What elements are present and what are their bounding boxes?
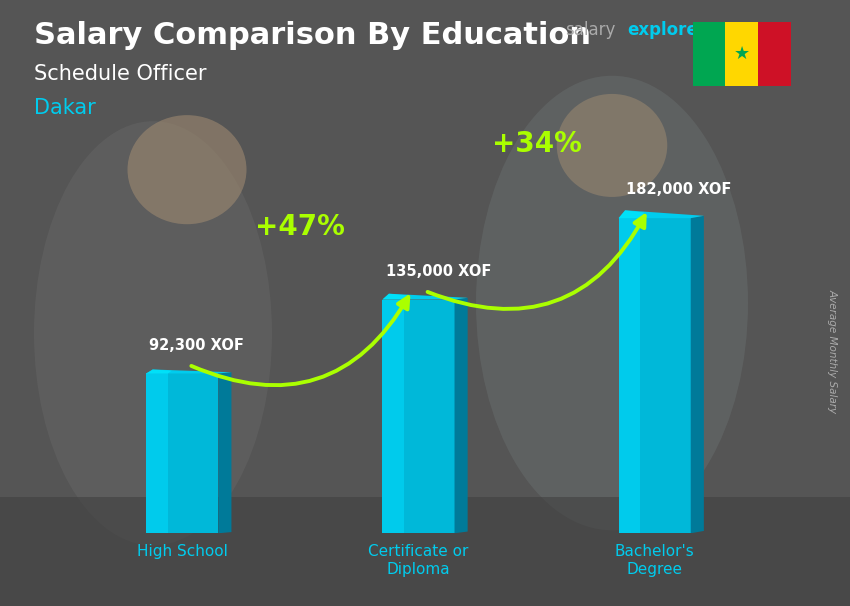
Text: .com: .com [698,21,739,39]
Polygon shape [382,299,404,533]
Polygon shape [146,373,167,533]
Text: salary: salary [565,21,615,39]
Polygon shape [146,370,172,373]
Text: 92,300 XOF: 92,300 XOF [150,338,244,353]
Text: 135,000 XOF: 135,000 XOF [386,264,491,279]
Bar [0,497,850,606]
Polygon shape [619,210,704,218]
Ellipse shape [128,115,246,224]
Polygon shape [146,370,231,373]
Ellipse shape [557,94,667,197]
Polygon shape [691,216,704,533]
Polygon shape [619,218,640,533]
Text: Schedule Officer: Schedule Officer [34,64,207,84]
Text: +34%: +34% [491,130,581,158]
Text: +47%: +47% [255,213,345,241]
Text: ★: ★ [734,45,750,63]
Polygon shape [382,294,468,299]
Ellipse shape [476,76,748,530]
Bar [725,22,758,86]
Bar [758,22,791,86]
Polygon shape [218,372,231,533]
Text: Dakar: Dakar [34,98,96,118]
Polygon shape [382,299,455,533]
Polygon shape [382,294,408,299]
Polygon shape [619,218,691,533]
Ellipse shape [34,121,272,545]
Polygon shape [146,373,218,533]
Text: Salary Comparison By Education: Salary Comparison By Education [34,21,591,50]
Text: 182,000 XOF: 182,000 XOF [626,182,731,198]
Polygon shape [455,298,468,533]
Text: Average Monthly Salary: Average Monthly Salary [827,290,837,413]
Polygon shape [619,210,644,218]
Bar [693,22,725,86]
Text: explorer: explorer [627,21,706,39]
